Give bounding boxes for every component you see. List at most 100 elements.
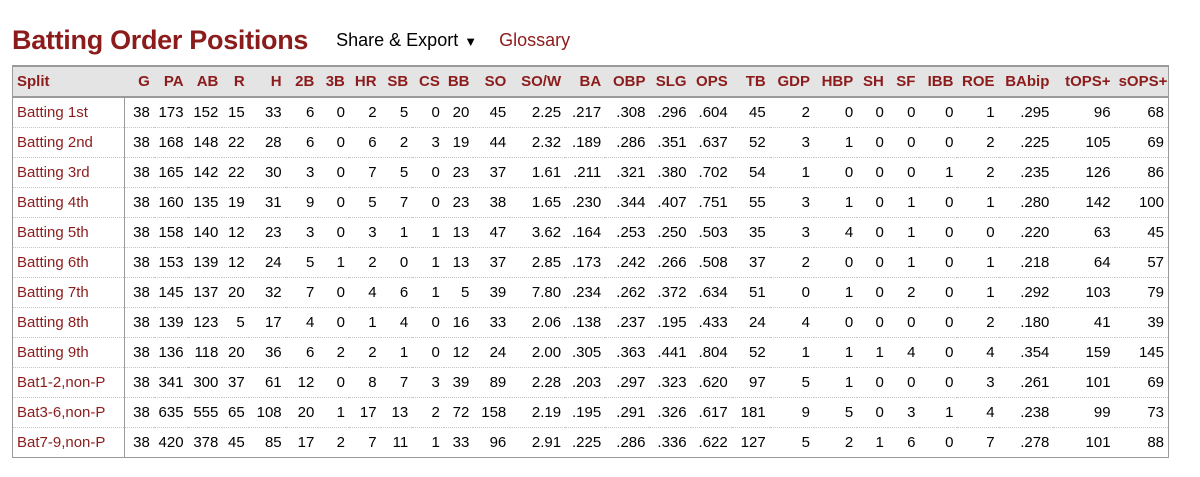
table-cell: 20 xyxy=(222,337,249,368)
column-header[interactable]: SH xyxy=(857,65,888,98)
table-cell: 47 xyxy=(473,217,511,248)
table-cell: 153 xyxy=(153,247,188,278)
split-link[interactable]: Batting 1st xyxy=(12,97,125,128)
table-cell: 36 xyxy=(248,337,286,368)
column-header[interactable]: SLG xyxy=(649,65,691,98)
table-cell: 0 xyxy=(412,157,444,188)
column-header[interactable]: ROE xyxy=(957,65,999,98)
split-link[interactable]: Batting 4th xyxy=(12,187,125,218)
table-cell: 2 xyxy=(412,397,444,428)
split-link[interactable]: Bat3-6,non-P xyxy=(12,397,125,428)
table-cell: 45 xyxy=(228,434,245,451)
table-cell: 5 xyxy=(814,397,858,428)
table-cell: 0 xyxy=(857,127,888,158)
table-cell: 13 xyxy=(380,397,413,428)
table-cell: 3 xyxy=(769,187,814,218)
column-header[interactable]: R xyxy=(222,65,249,98)
table-cell: .218 xyxy=(998,247,1054,278)
table-cell: 2 xyxy=(380,127,413,158)
table-cell: 0 xyxy=(814,157,858,188)
table-cell: 0 xyxy=(857,157,888,188)
split-link[interactable]: Batting 2nd xyxy=(12,127,125,158)
table-row: Bat3-6,non-P 38 635 555 65 108 20 1 17 13 2 72 158 2.… xyxy=(12,397,1169,428)
table-cell: 15 xyxy=(222,97,249,128)
column-header[interactable]: SF xyxy=(887,65,920,98)
column-header[interactable]: HR xyxy=(348,65,381,98)
column-header[interactable]: SB xyxy=(380,65,413,98)
table-cell: .195 xyxy=(649,307,691,338)
table-cell: 0 xyxy=(412,337,444,368)
table-cell: .380 xyxy=(649,157,691,188)
table-cell: 1 xyxy=(957,277,999,308)
table-cell: .617 xyxy=(690,397,732,428)
table-cell: 69 xyxy=(1114,127,1169,158)
table-cell: .326 xyxy=(649,397,691,428)
table-cell: .173 xyxy=(565,247,606,278)
table-cell: 3 xyxy=(769,127,814,158)
table-cell: .266 xyxy=(649,247,691,278)
table-cell: .295 xyxy=(998,97,1054,128)
table-cell: 1 xyxy=(814,127,858,158)
column-header[interactable]: PA xyxy=(153,65,188,98)
table-cell: 38 xyxy=(124,277,154,308)
glossary-link[interactable]: Glossary xyxy=(499,29,571,50)
split-link[interactable]: Bat1-2,non-P xyxy=(12,367,125,398)
table-cell: 2 xyxy=(348,247,381,278)
table-cell: 0 xyxy=(919,337,958,368)
split-link[interactable]: Batting 7th xyxy=(12,277,125,308)
column-header[interactable]: BA xyxy=(565,65,606,98)
split-link[interactable]: Batting 3rd xyxy=(12,157,125,188)
split-link[interactable]: Bat7-9,non-P xyxy=(12,427,125,458)
split-link[interactable]: Batting 5th xyxy=(12,217,125,248)
table-cell: 33 xyxy=(248,97,286,128)
column-header[interactable]: sOPS+ xyxy=(1114,65,1169,98)
column-header[interactable]: SO/W xyxy=(510,65,566,98)
column-header[interactable]: OBP xyxy=(605,65,650,98)
split-link[interactable]: Batting 9th xyxy=(12,337,125,368)
column-header[interactable]: OPS xyxy=(690,65,732,98)
split-link[interactable]: Batting 8th xyxy=(12,307,125,338)
table-cell: 96 xyxy=(489,434,507,451)
table-cell: .225 xyxy=(571,434,602,451)
table-cell: 137 xyxy=(187,277,223,308)
column-header[interactable]: tOPS+ xyxy=(1053,65,1115,98)
table-cell: 55 xyxy=(731,187,770,218)
table-cell: .195 xyxy=(565,397,606,428)
table-cell: 300 xyxy=(187,367,223,398)
table-cell: 1.61 xyxy=(510,157,566,188)
column-header[interactable]: G xyxy=(124,65,154,98)
column-header[interactable]: TB xyxy=(731,65,770,98)
table-cell: 4 xyxy=(814,217,858,248)
table-cell: 1 xyxy=(919,397,958,428)
table-cell: 2 xyxy=(844,434,854,451)
table-row: Batting 4th 38 160 135 19 31 9 0 5 7 0 23 38 1.65.230… xyxy=(12,187,1169,218)
table-cell: .235 xyxy=(998,157,1054,188)
column-header[interactable]: GDP xyxy=(769,65,814,98)
column-header[interactable]: HBP xyxy=(814,65,858,98)
table-cell: 69 xyxy=(1114,367,1169,398)
table-cell: .308 xyxy=(605,97,650,128)
table-cell: 73 xyxy=(1114,397,1169,428)
share-export-label: Share & Export xyxy=(336,29,459,50)
column-header[interactable]: CS xyxy=(412,65,444,98)
table-cell: 4 xyxy=(348,277,381,308)
share-export-button[interactable]: Share & Export ▼ xyxy=(336,30,477,51)
column-header[interactable]: Split xyxy=(12,65,125,98)
table-cell: 4 xyxy=(380,307,413,338)
column-header[interactable]: IBB xyxy=(919,65,958,98)
column-header[interactable]: 3B xyxy=(318,65,349,98)
column-header[interactable]: 2B xyxy=(285,65,319,98)
column-header[interactable]: BB xyxy=(443,65,474,98)
table-cell: 0 xyxy=(919,127,958,158)
table-cell: .637 xyxy=(690,127,732,158)
table-cell: 1 xyxy=(769,337,814,368)
split-link[interactable]: Batting 6th xyxy=(12,247,125,278)
column-header[interactable]: H xyxy=(248,65,286,98)
table-cell: 0 xyxy=(814,97,858,128)
table-row: Batting 3rd 38 165 142 22 30 3 0 7 5 0 23 37 1.61.211… xyxy=(12,157,1169,188)
column-header[interactable]: SO xyxy=(473,65,511,98)
table-cell: 38 xyxy=(133,434,150,451)
column-header[interactable]: BAbip xyxy=(998,65,1054,98)
column-header[interactable]: AB xyxy=(187,65,223,98)
table-cell: 168 xyxy=(153,127,188,158)
